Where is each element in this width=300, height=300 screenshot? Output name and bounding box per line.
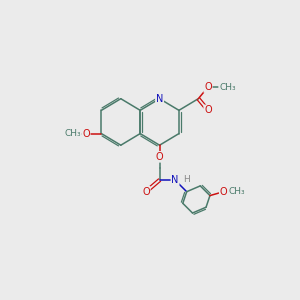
Text: N: N — [156, 94, 163, 104]
Text: CH₃: CH₃ — [229, 187, 245, 196]
Text: N: N — [171, 175, 179, 185]
Text: H: H — [183, 175, 190, 184]
Text: O: O — [82, 129, 90, 139]
Text: CH₃: CH₃ — [64, 129, 81, 138]
Text: O: O — [204, 82, 212, 92]
Text: CH₃: CH₃ — [219, 82, 236, 91]
Text: O: O — [220, 187, 227, 197]
Text: O: O — [204, 105, 212, 115]
Text: O: O — [142, 187, 150, 197]
Text: O: O — [156, 152, 164, 162]
